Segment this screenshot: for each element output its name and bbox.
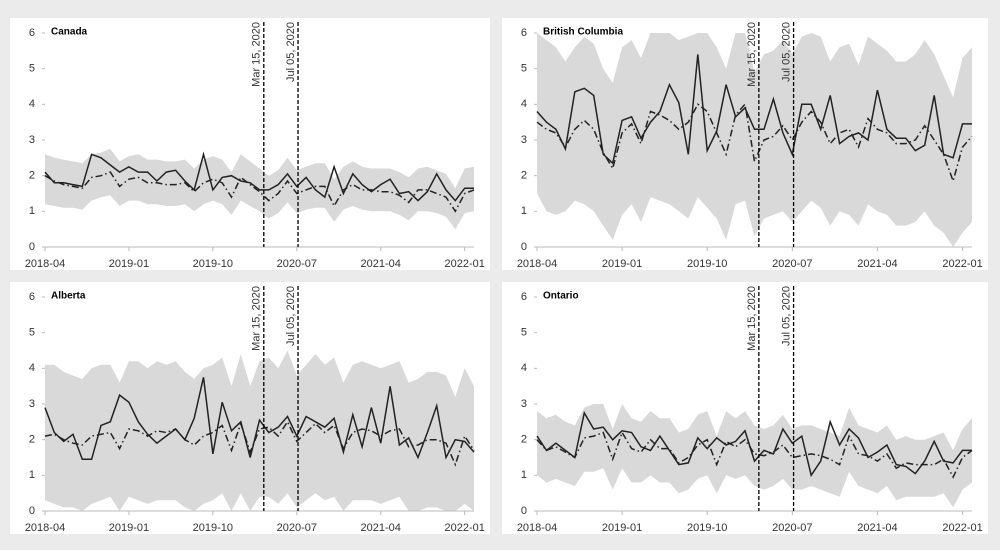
y-tick-label: 6 xyxy=(521,27,527,39)
y-tick-label: 2 xyxy=(29,170,35,182)
event-label: Jul 05, 2020 xyxy=(780,22,792,82)
y-tick-label: 3 xyxy=(521,398,527,410)
x-tick-label: 2019-01 xyxy=(109,522,149,534)
y-tick-label: 6 xyxy=(29,27,35,39)
y-tick-label: 0 xyxy=(521,241,527,253)
x-tick-label: 2021-04 xyxy=(857,258,897,270)
y-tick-label: 5 xyxy=(29,63,35,75)
x-tick-label: 2020-07 xyxy=(772,258,812,270)
x-tick-label: 2019-10 xyxy=(687,258,727,270)
event-label: Mar 15, 2020 xyxy=(746,286,758,351)
x-tick-label: 2022-01 xyxy=(942,258,982,270)
x-tick-label: 2022-01 xyxy=(444,522,484,534)
event-label: Jul 05, 2020 xyxy=(780,286,792,346)
interval-band xyxy=(537,404,972,508)
x-tick-label: 2018-04 xyxy=(25,258,65,270)
y-tick-label: 1 xyxy=(29,469,35,481)
panel-title: Canada xyxy=(51,27,88,38)
x-tick-label: 2019-10 xyxy=(193,522,233,534)
y-tick-label: 2 xyxy=(521,434,527,446)
y-tick-label: 1 xyxy=(29,205,35,217)
x-tick-label: 2018-04 xyxy=(517,522,557,534)
series-line xyxy=(536,54,972,165)
y-tick-label: 5 xyxy=(521,327,527,339)
series-line xyxy=(44,151,474,202)
panel xyxy=(10,18,490,270)
y-tick-label: 5 xyxy=(29,327,35,339)
x-tick-label: 2020-07 xyxy=(772,522,812,534)
series-line xyxy=(44,377,475,461)
x-tick-label: 2021-04 xyxy=(361,258,401,270)
x-tick-label: 2022-01 xyxy=(444,258,484,270)
x-tick-label: 2019-01 xyxy=(602,258,642,270)
y-tick-label: 4 xyxy=(521,362,527,374)
x-tick-label: 2018-04 xyxy=(25,522,65,534)
x-tick-label: 2019-10 xyxy=(687,522,727,534)
panel-title: British Columbia xyxy=(543,27,623,38)
series-line xyxy=(536,430,973,479)
interval-band xyxy=(537,33,972,247)
x-tick-label: 2018-04 xyxy=(517,258,557,270)
event-label: Jul 05, 2020 xyxy=(285,22,297,82)
y-tick-label: 3 xyxy=(521,134,527,146)
event-label: Mar 15, 2020 xyxy=(251,286,263,351)
y-tick-label: 2 xyxy=(521,170,527,182)
y-tick-label: 1 xyxy=(521,469,527,481)
y-tick-label: 0 xyxy=(29,241,35,253)
x-tick-label: 2020-07 xyxy=(277,522,317,534)
y-tick-label: 0 xyxy=(29,505,35,517)
x-tick-label: 2019-01 xyxy=(602,522,642,534)
y-tick-label: 2 xyxy=(29,434,35,446)
series-line xyxy=(536,102,973,184)
event-label: Mar 15, 2020 xyxy=(746,22,758,87)
x-tick-label: 2022-01 xyxy=(942,522,982,534)
x-tick-label: 2019-01 xyxy=(109,258,149,270)
x-tick-label: 2021-04 xyxy=(857,522,897,534)
x-tick-label: 2020-07 xyxy=(277,258,317,270)
y-tick-label: 5 xyxy=(521,63,527,75)
y-tick-label: 1 xyxy=(521,205,527,217)
y-tick-label: 3 xyxy=(29,398,35,410)
y-tick-label: 4 xyxy=(521,98,527,110)
y-tick-label: 4 xyxy=(29,98,35,110)
panel-title: Ontario xyxy=(543,291,579,302)
y-tick-label: 6 xyxy=(29,291,35,303)
x-tick-label: 2019-10 xyxy=(193,258,233,270)
y-tick-label: 0 xyxy=(521,505,527,517)
series-line xyxy=(536,410,972,478)
y-tick-label: 6 xyxy=(521,291,527,303)
y-tick-label: 3 xyxy=(29,134,35,146)
x-tick-label: 2021-04 xyxy=(361,522,401,534)
event-label: Mar 15, 2020 xyxy=(251,22,263,87)
panel-title: Alberta xyxy=(51,291,86,302)
y-tick-label: 4 xyxy=(29,362,35,374)
event-label: Jul 05, 2020 xyxy=(285,286,297,346)
